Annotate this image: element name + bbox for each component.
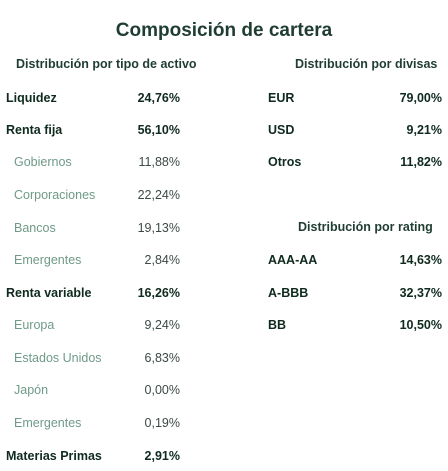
asset-label: Renta variable [6, 286, 92, 300]
currency-section-heading: Distribución por divisas [295, 57, 438, 71]
currency-row: Otros 11,82% [268, 152, 442, 172]
rating-row: AAA-AA 14,63% [268, 250, 442, 270]
rating-value: 32,37% [399, 286, 442, 300]
asset-value: 0,00% [144, 383, 180, 397]
asset-section-heading: Distribución por tipo de activo [16, 57, 197, 71]
asset-row: Liquidez 24,76% [6, 88, 180, 108]
rating-section-heading: Distribución por rating [298, 220, 433, 234]
rating-label: AAA-AA [268, 253, 318, 267]
asset-label: Emergentes [14, 253, 82, 267]
page-title: Composición de cartera [115, 20, 333, 41]
asset-value: 11,88% [138, 155, 180, 169]
asset-row: Materias Primas 2,91% [6, 446, 180, 466]
asset-row: Renta fija 56,10% [6, 120, 180, 140]
currency-label: EUR [268, 91, 295, 105]
asset-subrow: Emergentes 0,19% [6, 413, 180, 433]
asset-label: Europa [14, 318, 55, 332]
currency-row: USD 9,21% [268, 120, 442, 140]
asset-value: 56,10% [137, 123, 180, 137]
currency-value: 9,21% [406, 123, 442, 137]
asset-label: Renta fija [6, 123, 63, 137]
asset-value: 0,19% [144, 416, 180, 430]
rating-value: 14,63% [399, 253, 442, 267]
asset-subrow: Estados Unidos 6,83% [6, 348, 180, 368]
asset-label: Bancos [14, 221, 56, 235]
asset-label: Estados Unidos [14, 351, 102, 365]
rating-row: A-BBB 32,37% [268, 283, 442, 303]
asset-value: 22,24% [137, 188, 180, 202]
asset-label: Emergentes [14, 416, 82, 430]
asset-value: 16,26% [137, 286, 180, 300]
asset-value: 19,13% [137, 221, 180, 235]
asset-subrow: Europa 9,24% [6, 315, 180, 335]
rating-row: BB 10,50% [268, 315, 442, 335]
asset-subrow: Emergentes 2,84% [6, 250, 180, 270]
rating-label: A-BBB [268, 286, 309, 300]
asset-row: Renta variable 16,26% [6, 283, 180, 303]
rating-label: BB [268, 318, 287, 332]
asset-subrow: Corporaciones 22,24% [6, 185, 180, 205]
asset-label: Corporaciones [14, 188, 96, 202]
currency-value: 11,82% [400, 155, 442, 169]
currency-label: Otros [268, 155, 302, 169]
asset-subrow: Bancos 19,13% [6, 218, 180, 238]
asset-label: Materias Primas [6, 449, 102, 463]
currency-row: EUR 79,00% [268, 88, 442, 108]
asset-subrow: Japón 0,00% [6, 380, 180, 400]
asset-label: Japón [14, 383, 49, 397]
currency-value: 79,00% [399, 91, 442, 105]
asset-label: Liquidez [6, 91, 57, 105]
asset-label: Gobiernos [14, 155, 72, 169]
rating-value: 10,50% [399, 318, 442, 332]
asset-value: 9,24% [144, 318, 180, 332]
asset-value: 24,76% [137, 91, 180, 105]
asset-value: 6,83% [144, 351, 180, 365]
asset-value: 2,91% [144, 449, 180, 463]
asset-subrow: Gobiernos 11,88% [6, 152, 180, 172]
currency-label: USD [268, 123, 295, 137]
asset-value: 2,84% [144, 253, 180, 267]
